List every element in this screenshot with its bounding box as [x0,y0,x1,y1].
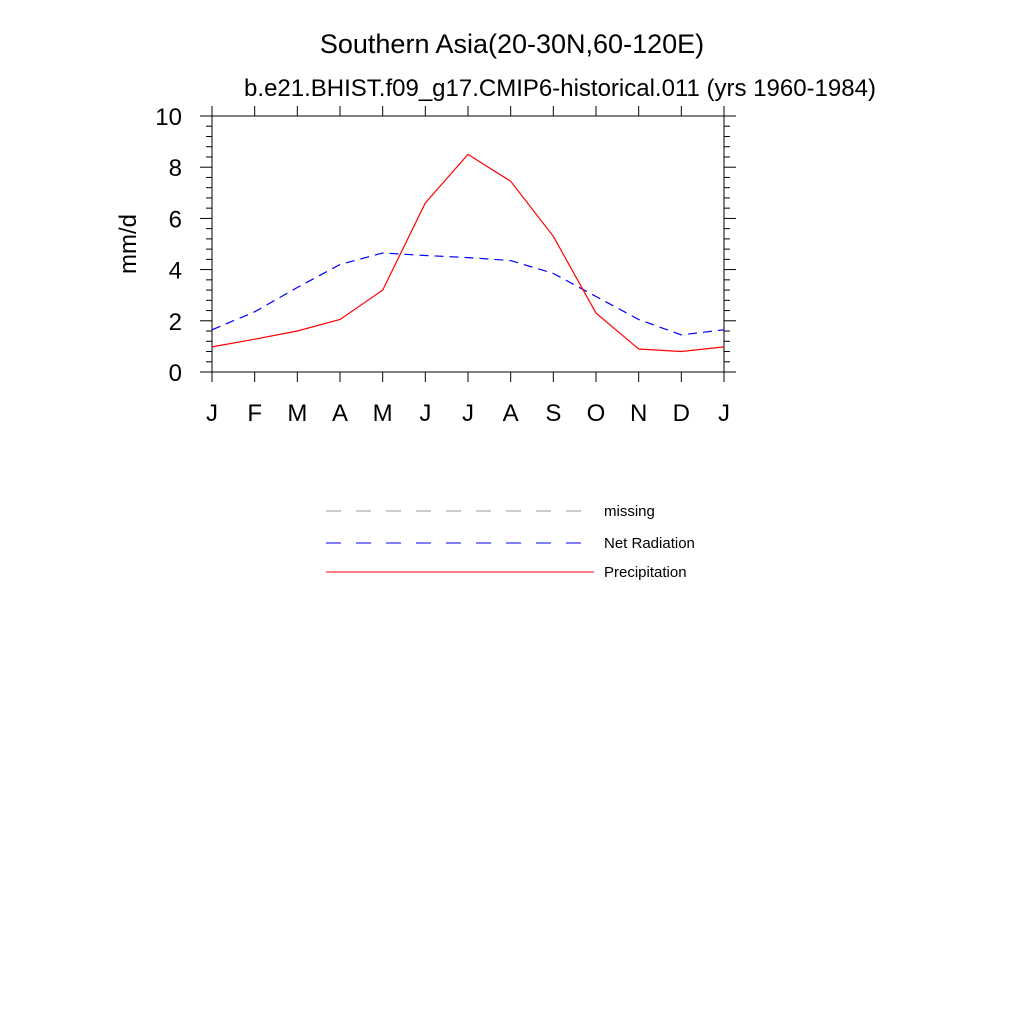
legend-label-net-radiation: Net Radiation [604,535,695,552]
chart-subtitle: b.e21.BHIST.f09_g17.CMIP6-historical.011… [244,75,876,102]
x-tick-label: M [287,400,307,427]
y-tick-label: 10 [155,104,182,131]
y-tick-label: 6 [169,206,182,233]
plot-lines [211,153,725,353]
chart-title: Southern Asia(20-30N,60-120E) [320,29,704,59]
x-tick-label: M [373,400,393,427]
x-tick-label: A [503,400,519,427]
y-tick-label: 0 [169,360,182,387]
y-tick-label: 8 [169,155,182,182]
legend-label-precipitation: Precipitation [604,564,687,581]
series-line-net-radiation [211,252,725,336]
legend-label-missing: missing [604,503,655,520]
x-tick-label: O [587,400,606,427]
x-tick-label: D [673,400,690,427]
legend: missing Net Radiation Precipitation [326,503,695,581]
x-tick-label: A [332,400,348,427]
x-tick-label: J [462,400,474,427]
x-tick-label: S [545,400,561,427]
x-tick-label: J [419,400,431,427]
y-axis-label: mm/d [115,214,142,274]
x-tick-label: F [247,400,262,427]
y-tick-label: 4 [169,258,182,285]
y-tick-label: 2 [169,309,182,336]
x-tick-label: J [718,400,730,427]
x-tick-label: J [206,400,218,427]
x-tick-label: N [630,400,647,427]
series-line-precipitation [211,153,725,353]
